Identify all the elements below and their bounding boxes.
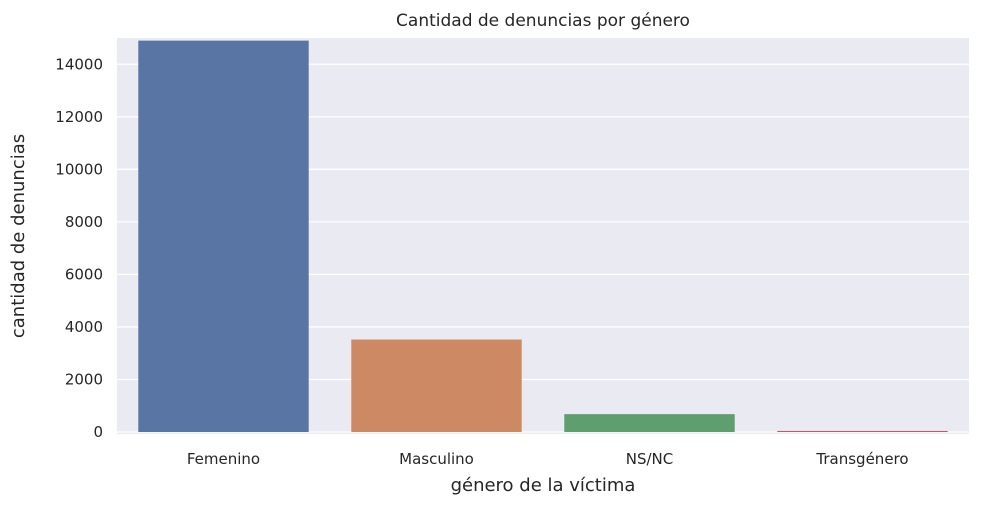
y-tick-label-2000: 2000 (65, 370, 103, 388)
y-tick-label-6000: 6000 (65, 265, 103, 283)
x-tick-labels: Femenino Masculino NS/NC Transgénero (187, 450, 909, 468)
bar-femenino (138, 40, 309, 432)
y-tick-label-4000: 4000 (65, 318, 103, 336)
y-tick-label-0: 0 (93, 423, 103, 441)
bar-masculino (351, 339, 522, 432)
y-axis-label: cantidad de denuncias (8, 134, 29, 338)
bars-group (138, 40, 948, 432)
x-tick-label-transg-nero: Transgénero (815, 450, 908, 468)
bar-transg-nero (777, 430, 948, 432)
y-tick-labels: 0 2000 4000 6000 8000 10000 12000 14000 (55, 55, 103, 441)
y-tick-label-14000: 14000 (55, 55, 103, 73)
x-tick-label-masculino: Masculino (399, 450, 474, 468)
bar-ns-nc (564, 414, 735, 432)
y-tick-label-10000: 10000 (55, 160, 103, 178)
x-tick-label-femenino: Femenino (187, 450, 260, 468)
y-tick-label-12000: 12000 (55, 108, 103, 126)
chart-title: Cantidad de denuncias por género (396, 11, 690, 31)
x-axis-label: género de la víctima (451, 475, 636, 496)
x-tick-label-ns-nc: NS/NC (626, 450, 674, 468)
y-tick-label-8000: 8000 (65, 213, 103, 231)
